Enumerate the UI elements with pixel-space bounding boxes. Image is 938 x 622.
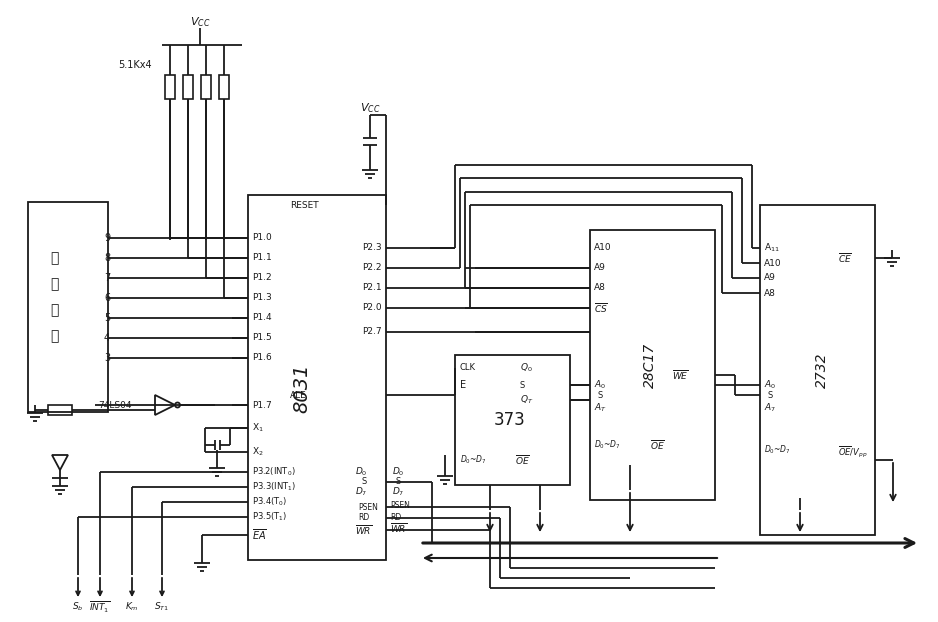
Text: P2.2: P2.2 (362, 264, 382, 272)
Text: 5.1Kx4: 5.1Kx4 (118, 60, 152, 70)
Bar (183, 75, 193, 99)
Text: A$_{11}$: A$_{11}$ (764, 242, 779, 254)
Text: 8031: 8031 (293, 363, 311, 413)
Text: 薄: 薄 (50, 251, 58, 265)
Text: $D_0$~$D_7$: $D_0$~$D_7$ (764, 443, 791, 457)
Text: P1.1: P1.1 (252, 254, 272, 262)
Text: P1.3: P1.3 (252, 294, 272, 302)
Text: P2.7: P2.7 (362, 328, 382, 337)
Text: 373: 373 (494, 411, 526, 429)
Text: $V_{CC}$: $V_{CC}$ (360, 101, 380, 115)
Text: X$_1$: X$_1$ (252, 422, 264, 434)
Text: 膜: 膜 (50, 277, 58, 291)
Text: S: S (768, 391, 773, 399)
Text: RD: RD (390, 513, 401, 521)
Text: P3.4(T$_0$): P3.4(T$_0$) (252, 496, 287, 508)
Text: $A_T$: $A_T$ (594, 402, 607, 414)
Text: $\overline{WR}$: $\overline{WR}$ (390, 521, 407, 535)
Bar (590, 230, 715, 500)
Text: $\overline{WR}$: $\overline{WR}$ (355, 523, 372, 537)
Text: PSEN: PSEN (390, 501, 410, 509)
Text: RESET: RESET (290, 200, 319, 210)
Text: S: S (362, 478, 368, 486)
Text: X$_2$: X$_2$ (252, 446, 264, 458)
Bar (48, 405, 72, 415)
Text: CLK: CLK (460, 363, 476, 373)
Text: 74LS04: 74LS04 (98, 401, 131, 409)
Bar (455, 355, 570, 485)
Text: $\overline{EA}$: $\overline{EA}$ (252, 527, 266, 542)
Text: $Q_T$: $Q_T$ (520, 394, 534, 406)
Bar (219, 75, 229, 99)
Text: $\overline{CE}$: $\overline{CE}$ (838, 251, 852, 265)
Text: S: S (396, 478, 401, 486)
Text: P3.3(INT$_1$): P3.3(INT$_1$) (252, 481, 296, 493)
Text: A8: A8 (594, 284, 606, 292)
Text: $V_{CC}$: $V_{CC}$ (189, 15, 210, 29)
Text: 8: 8 (104, 253, 110, 263)
Text: P3.5(T$_1$): P3.5(T$_1$) (252, 511, 287, 523)
Text: ALE: ALE (290, 391, 307, 399)
Text: PSEN: PSEN (358, 503, 378, 511)
Text: 3: 3 (104, 353, 110, 363)
Text: A10: A10 (764, 259, 781, 267)
Text: $S_b$: $S_b$ (72, 601, 83, 613)
Text: $D_0$~$D_7$: $D_0$~$D_7$ (594, 439, 621, 451)
Text: S: S (598, 391, 603, 399)
Text: P1.7: P1.7 (252, 401, 272, 409)
Text: P1.0: P1.0 (252, 233, 272, 243)
Text: P1.5: P1.5 (252, 333, 272, 343)
Text: A9: A9 (594, 264, 606, 272)
Text: P2.0: P2.0 (362, 304, 382, 312)
Bar (248, 195, 386, 560)
Bar (28, 202, 108, 412)
Text: $\overline{OE}$: $\overline{OE}$ (515, 453, 530, 467)
Bar (201, 75, 211, 99)
Bar (165, 75, 175, 99)
Text: $A_0$: $A_0$ (764, 379, 777, 391)
Text: 4: 4 (104, 333, 110, 343)
Text: P1.6: P1.6 (252, 353, 272, 363)
Text: $\overline{WE}$: $\overline{WE}$ (672, 368, 688, 382)
Text: 28C17: 28C17 (643, 342, 657, 388)
Text: $S_{T1}$: $S_{T1}$ (155, 601, 170, 613)
Text: $D_0$: $D_0$ (355, 466, 368, 478)
Text: $\overline{INT_1}$: $\overline{INT_1}$ (89, 600, 111, 615)
Text: 关: 关 (50, 329, 58, 343)
Text: P2.3: P2.3 (362, 243, 382, 253)
Text: $D_7$: $D_7$ (392, 486, 404, 498)
Text: $\overline{OE}$: $\overline{OE}$ (650, 438, 665, 452)
Text: $D_0$: $D_0$ (392, 466, 404, 478)
Text: P1.4: P1.4 (252, 313, 272, 322)
Text: P3.2(INT$_0$): P3.2(INT$_0$) (252, 466, 295, 478)
Text: 2732: 2732 (815, 352, 829, 388)
Bar (760, 205, 875, 535)
Text: 6: 6 (104, 293, 110, 303)
Text: 7: 7 (104, 273, 111, 283)
Text: A9: A9 (764, 274, 776, 282)
Text: 5: 5 (104, 313, 111, 323)
Text: $A_0$: $A_0$ (594, 379, 606, 391)
Text: 开: 开 (50, 303, 58, 317)
Text: A8: A8 (764, 289, 776, 297)
Text: $Q_0$: $Q_0$ (520, 362, 533, 374)
Text: $\overline{OE}$/$V_{pp}$: $\overline{OE}$/$V_{pp}$ (838, 444, 868, 460)
Text: $D_7$: $D_7$ (355, 486, 368, 498)
Text: P1.2: P1.2 (252, 274, 272, 282)
Text: $\overline{CS}$: $\overline{CS}$ (594, 301, 608, 315)
Text: $A_7$: $A_7$ (764, 402, 776, 414)
Text: RD: RD (358, 514, 370, 522)
Text: A10: A10 (594, 243, 612, 253)
Text: E: E (460, 380, 466, 390)
Text: P2.1: P2.1 (362, 284, 382, 292)
Text: 9: 9 (104, 233, 110, 243)
Text: $D_0$~$D_7$: $D_0$~$D_7$ (460, 454, 487, 466)
Text: $K_m$: $K_m$ (125, 601, 139, 613)
Text: S: S (520, 381, 525, 389)
